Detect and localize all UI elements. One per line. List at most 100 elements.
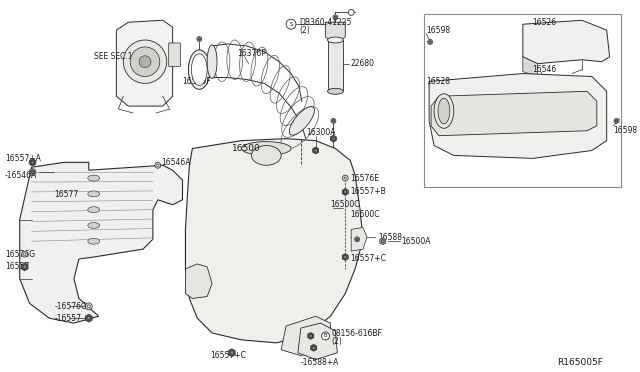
Circle shape (344, 256, 347, 259)
Text: 16557: 16557 (5, 262, 29, 272)
FancyBboxPatch shape (169, 43, 180, 67)
Polygon shape (308, 333, 314, 339)
Polygon shape (310, 344, 317, 351)
Text: 16546: 16546 (532, 65, 557, 74)
Text: S: S (289, 22, 292, 27)
Polygon shape (298, 323, 337, 360)
Text: 16588: 16588 (378, 233, 402, 242)
Text: B: B (324, 333, 327, 339)
Ellipse shape (88, 175, 100, 181)
Text: -16546A: -16546A (5, 171, 37, 180)
Polygon shape (30, 159, 35, 165)
Circle shape (332, 137, 335, 140)
Polygon shape (21, 263, 28, 271)
Circle shape (87, 317, 90, 320)
Polygon shape (342, 189, 348, 195)
Polygon shape (342, 254, 348, 260)
Circle shape (321, 332, 330, 340)
Circle shape (309, 334, 312, 337)
Polygon shape (523, 57, 538, 77)
Polygon shape (20, 162, 182, 323)
Text: (2): (2) (299, 26, 310, 35)
Circle shape (155, 162, 161, 168)
Circle shape (124, 40, 166, 83)
Circle shape (331, 118, 336, 124)
Polygon shape (431, 91, 597, 136)
Circle shape (85, 303, 92, 310)
Circle shape (429, 41, 431, 43)
Circle shape (286, 19, 296, 29)
Text: 16500C: 16500C (330, 200, 360, 209)
Ellipse shape (188, 50, 210, 89)
Text: 16598: 16598 (426, 26, 451, 35)
Text: 16598: 16598 (614, 126, 637, 135)
Circle shape (29, 169, 36, 176)
Text: 16557+C: 16557+C (350, 254, 386, 263)
Circle shape (87, 305, 90, 308)
Polygon shape (523, 20, 610, 64)
Circle shape (196, 36, 202, 42)
Circle shape (23, 265, 26, 269)
Text: 16528: 16528 (426, 77, 450, 86)
Ellipse shape (88, 238, 100, 244)
Text: 16376P: 16376P (237, 49, 266, 58)
Polygon shape (380, 238, 386, 245)
Ellipse shape (242, 142, 291, 155)
Ellipse shape (88, 207, 100, 213)
Circle shape (198, 38, 200, 40)
Ellipse shape (252, 145, 281, 165)
Ellipse shape (207, 45, 217, 78)
Circle shape (31, 161, 34, 164)
Polygon shape (351, 227, 367, 251)
Text: 16560F: 16560F (182, 77, 211, 86)
Polygon shape (85, 314, 92, 322)
Circle shape (31, 171, 34, 173)
Ellipse shape (438, 98, 450, 124)
Polygon shape (326, 22, 345, 40)
Circle shape (355, 237, 360, 242)
Circle shape (381, 240, 384, 243)
Ellipse shape (289, 107, 314, 135)
Polygon shape (186, 139, 363, 343)
Text: 16576G: 16576G (5, 250, 35, 259)
Circle shape (29, 159, 36, 166)
Circle shape (314, 149, 317, 152)
Text: 08156-616BF: 08156-616BF (332, 330, 382, 339)
Polygon shape (330, 135, 337, 142)
Circle shape (428, 39, 433, 44)
Circle shape (614, 118, 619, 124)
Circle shape (344, 190, 347, 193)
Circle shape (24, 253, 26, 255)
Text: -16557: -16557 (54, 314, 81, 323)
Circle shape (348, 9, 354, 15)
Circle shape (157, 164, 159, 166)
Text: 16557+C: 16557+C (210, 351, 246, 360)
Text: R165005F: R165005F (557, 358, 604, 367)
Circle shape (615, 120, 618, 122)
Ellipse shape (328, 88, 343, 94)
Text: 16557+A: 16557+A (5, 154, 41, 163)
Text: -16588+A: -16588+A (301, 358, 339, 367)
Ellipse shape (191, 54, 207, 86)
Circle shape (344, 177, 346, 179)
Text: -16576G: -16576G (54, 302, 87, 311)
Polygon shape (281, 316, 330, 356)
Polygon shape (313, 147, 319, 154)
Ellipse shape (434, 94, 454, 128)
Circle shape (230, 351, 234, 355)
Polygon shape (116, 20, 173, 106)
Circle shape (139, 56, 151, 68)
Circle shape (31, 161, 34, 164)
Text: 16577: 16577 (54, 190, 79, 199)
Text: DB360-41225: DB360-41225 (299, 18, 351, 27)
Text: 16576E: 16576E (350, 174, 379, 183)
Circle shape (22, 251, 28, 257)
Circle shape (332, 120, 335, 122)
Polygon shape (429, 74, 607, 158)
Circle shape (31, 171, 34, 174)
Polygon shape (186, 264, 212, 298)
Circle shape (356, 238, 358, 241)
Text: (2): (2) (332, 337, 342, 346)
Circle shape (333, 15, 338, 20)
Ellipse shape (88, 222, 100, 228)
